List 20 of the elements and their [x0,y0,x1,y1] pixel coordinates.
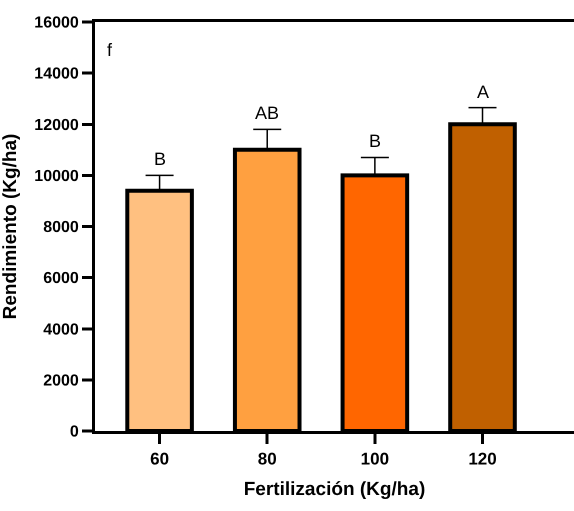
x-axis-title: Fertilización (Kg/ha) [244,479,426,500]
y-tick-label: 2000 [43,372,79,390]
y-tick-label: 4000 [43,321,79,338]
annotation: B [369,131,382,151]
y-tick-label: 6000 [43,270,79,288]
y-tick-label: 8000 [43,219,79,236]
x-tick-label: 120 [468,449,497,468]
y-tick-label: 16000 [34,14,79,32]
x-tick-label: 100 [360,449,390,468]
y-tick-label: 14000 [34,66,79,83]
x-tick-label: 80 [258,449,277,468]
y-tick-label: 0 [70,424,79,441]
annotation: f [107,40,113,60]
annotation: AB [255,103,280,123]
annotation: B [154,149,166,169]
y-axis-title: Rendimiento (Kg/ha) [0,134,21,320]
x-tick-label: 60 [150,449,170,468]
y-tick-label: 12000 [34,116,79,134]
y-tick-label: 10000 [34,168,79,185]
annotation: A [477,82,490,102]
